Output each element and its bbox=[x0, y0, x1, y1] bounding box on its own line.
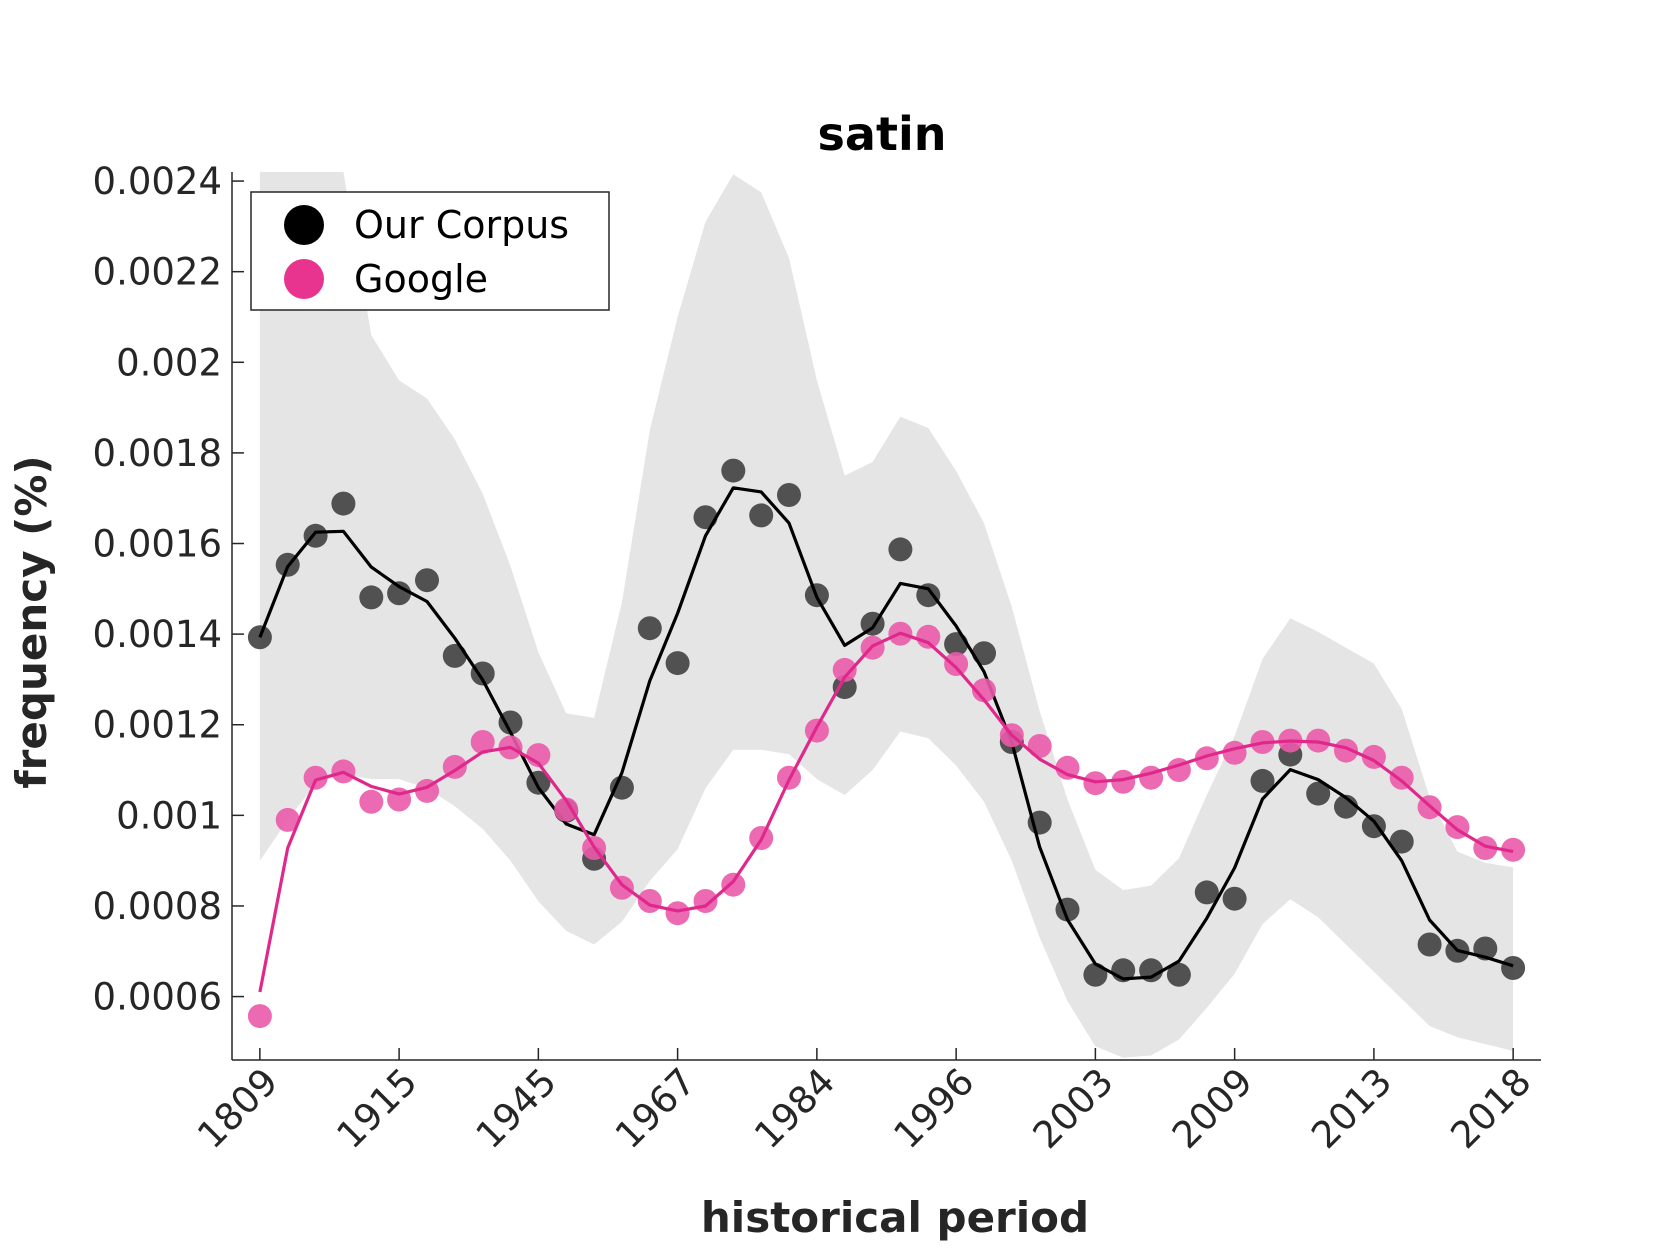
y-tick-label: 0.002 bbox=[116, 341, 222, 384]
google-point bbox=[1389, 765, 1414, 790]
x-axis-title: historical period bbox=[701, 1193, 1089, 1242]
y-tick-label: 0.0024 bbox=[93, 160, 222, 203]
google-point bbox=[247, 1004, 272, 1029]
google-point bbox=[972, 678, 996, 703]
y-tick-label: 0.0006 bbox=[93, 976, 222, 1019]
x-tick-label: 1915 bbox=[328, 1060, 425, 1157]
legend-label-google: Google bbox=[354, 257, 488, 301]
google-point bbox=[916, 624, 941, 649]
google-point bbox=[275, 807, 300, 832]
google-point bbox=[303, 765, 328, 790]
our-corpus-point bbox=[498, 710, 523, 735]
y-tick-label: 0.0008 bbox=[93, 885, 222, 928]
confidence-band bbox=[259, 172, 1514, 1058]
our-corpus-point bbox=[470, 661, 495, 686]
our-corpus-point bbox=[637, 616, 662, 641]
y-tick-label: 0.0012 bbox=[93, 704, 222, 747]
x-tick-label: 2009 bbox=[1164, 1060, 1261, 1157]
our-corpus-point bbox=[387, 581, 412, 606]
our-corpus-point bbox=[1417, 932, 1442, 957]
google-point bbox=[1194, 746, 1219, 771]
google-point bbox=[637, 889, 662, 913]
google-point bbox=[1222, 740, 1247, 765]
our-corpus-point bbox=[665, 651, 690, 676]
our-corpus-point bbox=[331, 491, 356, 516]
google-point bbox=[665, 901, 690, 926]
our-corpus-point bbox=[972, 641, 996, 666]
x-tick-label: 1945 bbox=[468, 1060, 565, 1157]
our-corpus-point bbox=[1250, 768, 1275, 793]
y-tick-label: 0.0018 bbox=[93, 432, 222, 475]
our-corpus-point bbox=[693, 505, 718, 530]
x-tick-label: 2013 bbox=[1303, 1060, 1400, 1157]
y-tick-label: 0.0022 bbox=[93, 251, 222, 294]
our-corpus-point bbox=[777, 483, 801, 507]
x-tick-label: 1984 bbox=[746, 1060, 843, 1157]
legend-marker-google bbox=[284, 259, 324, 299]
our-corpus-trend-line bbox=[258, 486, 1514, 981]
our-corpus-point bbox=[609, 775, 634, 800]
our-corpus-point bbox=[1083, 962, 1108, 987]
our-corpus-point bbox=[1194, 880, 1219, 905]
legend: Our Corpus Google bbox=[250, 191, 610, 311]
our-corpus-point bbox=[721, 458, 746, 483]
google-point bbox=[554, 797, 579, 822]
x-tick-label: 2003 bbox=[1025, 1060, 1122, 1157]
google-point bbox=[804, 718, 829, 743]
x-tick-label: 2018 bbox=[1443, 1060, 1540, 1157]
our-corpus-point bbox=[415, 568, 439, 593]
our-corpus-point bbox=[1501, 956, 1526, 980]
google-point bbox=[693, 889, 718, 913]
google-trend-line bbox=[258, 631, 1514, 993]
our-corpus-point bbox=[359, 585, 384, 610]
google-point bbox=[359, 789, 384, 814]
our-corpus-point bbox=[1222, 886, 1247, 911]
google-point bbox=[1361, 744, 1386, 769]
google-point bbox=[1501, 837, 1526, 862]
google-point bbox=[1334, 738, 1358, 763]
x-tick-label: 1809 bbox=[189, 1060, 286, 1157]
google-point bbox=[609, 875, 634, 900]
google-point bbox=[721, 872, 746, 897]
chart-title: satin bbox=[818, 107, 947, 161]
google-point bbox=[1055, 755, 1080, 780]
legend-marker-our-corpus bbox=[284, 205, 324, 245]
our-corpus-point bbox=[1306, 781, 1331, 806]
our-corpus-point bbox=[888, 537, 913, 562]
google-point bbox=[832, 657, 857, 682]
legend-label-our-corpus: Our Corpus bbox=[354, 203, 569, 247]
our-corpus-point bbox=[832, 675, 857, 700]
y-axis-title: frequency (%) bbox=[7, 455, 56, 788]
our-corpus-point bbox=[1389, 829, 1414, 854]
google-point bbox=[944, 652, 969, 676]
google-point bbox=[470, 730, 495, 754]
google-point bbox=[1027, 734, 1052, 758]
our-corpus-point bbox=[442, 643, 467, 668]
google-point bbox=[1111, 769, 1136, 794]
our-corpus-point bbox=[1166, 962, 1191, 987]
y-tick-label: 0.0016 bbox=[93, 523, 222, 566]
x-tick-label: 1967 bbox=[607, 1060, 704, 1157]
x-tick-label: 1996 bbox=[885, 1060, 982, 1157]
y-tick-label: 0.001 bbox=[116, 794, 222, 837]
y-tick-label: 0.0014 bbox=[93, 613, 222, 656]
our-corpus-point bbox=[749, 503, 774, 528]
